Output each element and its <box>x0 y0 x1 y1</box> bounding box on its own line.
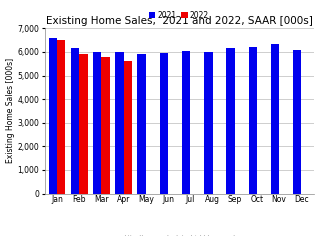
Bar <box>182 51 190 194</box>
Bar <box>271 44 279 194</box>
Bar <box>204 52 212 194</box>
Legend: 2021, 2022: 2021, 2022 <box>149 11 209 20</box>
Bar <box>49 38 57 194</box>
Bar <box>101 57 110 194</box>
Y-axis label: Existing Home Sales [000s]: Existing Home Sales [000s] <box>5 58 15 164</box>
Bar <box>71 48 79 194</box>
Bar <box>57 40 66 194</box>
Bar <box>115 52 124 194</box>
Title: Existing Home Sales,  2021 and 2022, SAAR [000s]: Existing Home Sales, 2021 and 2022, SAAR… <box>46 16 313 26</box>
Bar <box>79 54 88 194</box>
Bar <box>226 48 235 194</box>
Bar <box>293 50 301 194</box>
Bar <box>137 54 146 194</box>
Bar <box>93 52 101 194</box>
Bar <box>160 53 168 194</box>
Bar <box>249 47 257 194</box>
Bar <box>124 61 132 194</box>
Text: http://www.calculatedriskblog.com/: http://www.calculatedriskblog.com/ <box>124 235 235 236</box>
